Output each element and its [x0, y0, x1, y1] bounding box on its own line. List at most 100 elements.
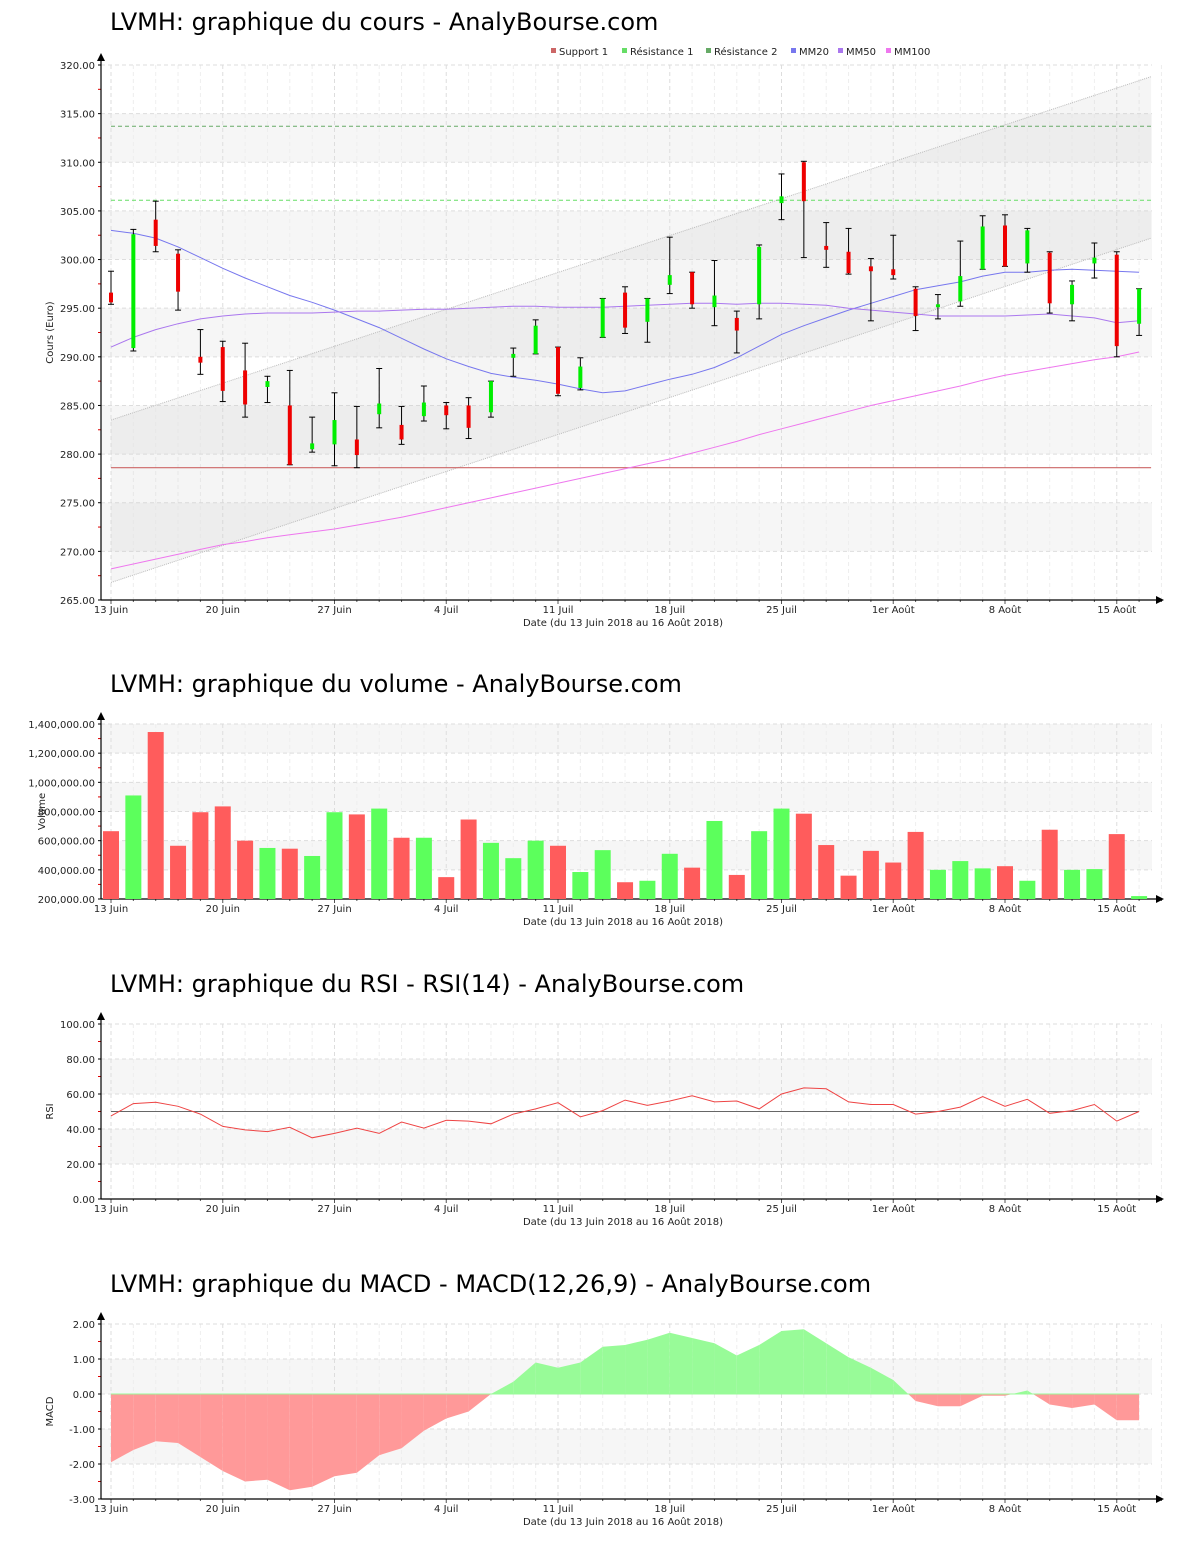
macd-area-negative [401, 1394, 424, 1449]
candle-down [176, 253, 181, 292]
volume-bar [505, 858, 522, 899]
candle-up [310, 443, 315, 450]
macd-area-negative [1072, 1394, 1095, 1408]
macd-area-positive [535, 1362, 558, 1394]
legend-swatch-icon [622, 48, 627, 53]
y-tick-label: 100.00 [60, 1020, 95, 1031]
volume-bar [1131, 896, 1148, 899]
x-tick-label: 15 Août [1097, 1503, 1136, 1515]
macd-area-negative [111, 1394, 134, 1463]
macd-area-negative [155, 1394, 179, 1443]
volume-bar [751, 831, 768, 899]
legend-label: MM50 [846, 47, 876, 58]
candle-up [958, 276, 963, 302]
volume-bar [259, 847, 276, 899]
y-tick-label: 200,000.00 [38, 895, 95, 906]
volume-bar [795, 813, 812, 899]
volume-chart: 200,000.00 400,000.00 600,000.00 800,000.00… [28, 712, 1164, 928]
macd-area-positive [736, 1345, 760, 1394]
macd-area-positive [870, 1367, 894, 1394]
macd-area-positive [1027, 1390, 1033, 1394]
y-tick-label: 0.00 [73, 1390, 95, 1401]
volume-bar [192, 812, 209, 899]
x-axis-title: Date (du 13 Juin 2018 au 16 Août 2018) [523, 1516, 723, 1528]
candle-down [354, 439, 359, 456]
volume-bar [393, 837, 410, 899]
y-tick-label: 305.00 [60, 207, 95, 218]
legend-swatch-icon [706, 48, 711, 53]
x-tick-label: 8 Août [989, 1203, 1022, 1215]
candle-up [935, 304, 940, 308]
y-tick-label: 2.00 [73, 1320, 95, 1331]
candle-up [1092, 257, 1097, 264]
x-tick-label: 27 Juin [317, 1204, 351, 1215]
x-tick-label: 4 Juil [434, 1504, 458, 1515]
candle-up [1070, 284, 1075, 305]
macd-area-negative [937, 1394, 961, 1407]
volume-bar [170, 845, 187, 899]
macd-area-positive [781, 1329, 804, 1394]
candle-up [667, 275, 672, 285]
y-tick-label: 1,200,000.00 [28, 749, 95, 760]
macd-area-negative [334, 1394, 357, 1477]
candle-up [131, 234, 136, 349]
volume-bar [997, 866, 1013, 899]
macd-area-negative [1094, 1394, 1117, 1421]
x-tick-label: 11 Juil [543, 904, 574, 915]
price-chart: 265.00 270.00 275.00 280.00 285.00 290.00 295.… [45, 46, 1164, 629]
x-tick-label: 8 Août [989, 903, 1022, 915]
moving-average-mm100 [110, 351, 1140, 570]
volume-bar [281, 848, 298, 899]
volume-bar [639, 880, 656, 899]
candle-down [198, 356, 203, 363]
candle-up [757, 246, 762, 305]
volume-bar [438, 877, 455, 899]
macd-area-positive [826, 1343, 849, 1394]
volume-bar [415, 837, 432, 899]
candle-down [220, 347, 225, 391]
band [101, 782, 1152, 812]
volume-chart-title: LVMH: graphique du volume - AnalyBourse.… [110, 670, 682, 698]
x-tick-label: 25 Juil [766, 904, 797, 915]
candle-up [1025, 230, 1030, 264]
x-tick-label: 15 Août [1097, 903, 1136, 915]
y-tick-label: 300.00 [60, 256, 95, 267]
macd-area-negative [1116, 1394, 1140, 1421]
macd-area-positive [647, 1332, 670, 1394]
volume-bar [907, 831, 924, 899]
candle-down [690, 272, 695, 305]
volume-bar [1041, 829, 1058, 899]
x-tick-label: 25 Juil [766, 1204, 797, 1215]
candle-down [153, 219, 158, 246]
rsi-chart-title: LVMH: graphique du RSI - RSI(14) - Analy… [110, 970, 745, 998]
volume-bar [617, 882, 634, 899]
macd-area-negative [908, 1394, 916, 1401]
y-tick-label: 315.00 [60, 110, 95, 121]
candle-down [109, 292, 113, 303]
volume-bar [661, 853, 678, 899]
x-axis-title: Date (du 13 Juin 2018 au 16 Août 2018) [523, 1216, 723, 1228]
volume-bar [862, 850, 879, 899]
y-axis-title: Volume [37, 793, 48, 830]
y-tick-label: 60.00 [66, 1090, 95, 1101]
x-tick-label: 11 Juil [543, 1204, 574, 1215]
volume-bar [974, 868, 991, 899]
y-tick-label: 295.00 [60, 304, 95, 315]
trend-channel [111, 76, 1152, 583]
macd-area-negative [960, 1394, 983, 1407]
candle-down [824, 245, 829, 250]
candle-down [868, 266, 873, 272]
macd-area-positive [803, 1329, 827, 1394]
macd-area-negative [289, 1394, 313, 1491]
band [101, 113, 1152, 163]
y-tick-label: -2.00 [69, 1460, 95, 1471]
band [101, 502, 1152, 552]
candle-up [332, 420, 337, 445]
x-axis-title: Date (du 13 Juin 2018 au 16 Août 2018) [523, 617, 723, 629]
volume-bar [1108, 834, 1125, 899]
x-tick-label: 20 Juin [206, 605, 240, 616]
y-tick-label: 80.00 [66, 1055, 95, 1066]
x-axis-arrow-icon [1156, 1495, 1164, 1503]
x-tick-label: 18 Juil [654, 1504, 685, 1515]
candle-down [1047, 252, 1052, 304]
